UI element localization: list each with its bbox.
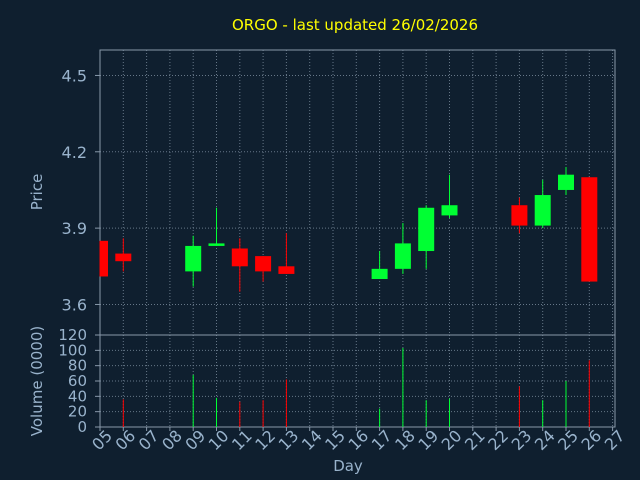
price-y-tick-label: 4.2 — [62, 143, 87, 162]
candle-body — [231, 248, 248, 267]
price-panel: 3.6 3.9 4.2 4.5 Price — [28, 49, 616, 336]
volume-y-tick-label: 80 — [68, 357, 87, 375]
x-axis-label: Day — [333, 457, 363, 475]
volume-plot-frame — [99, 334, 616, 428]
candle-body — [441, 205, 458, 216]
price-axis-label: Price — [28, 174, 46, 211]
volume-axis-label: Volume (0000) — [28, 326, 46, 436]
candle-body — [581, 177, 598, 282]
volume-y-tick-label: 40 — [68, 387, 87, 405]
candle-body — [278, 266, 295, 274]
price-plot-frame — [99, 49, 616, 336]
price-y-tick-label: 3.9 — [62, 219, 87, 238]
candle-body — [418, 207, 435, 252]
volume-bars — [122, 348, 590, 427]
candle-body — [185, 245, 202, 272]
candle-body — [255, 256, 272, 272]
volume-y-tick-label: 0 — [77, 418, 87, 436]
volume-grid — [99, 334, 615, 428]
candle-body — [394, 243, 411, 269]
volume-y-tick-label: 20 — [68, 403, 87, 421]
chart-title: ORGO - last updated 26/02/2026 — [232, 16, 478, 34]
volume-y-tick-label: 60 — [68, 372, 87, 390]
x-axis-ticks: 0506070809101112131415161718192021222324… — [88, 426, 628, 454]
x-tick-label: 27 — [601, 426, 629, 454]
candle-body — [115, 253, 132, 262]
candlesticks — [99, 167, 598, 292]
candle-body — [208, 243, 225, 246]
candle-body — [511, 205, 528, 226]
candle-body — [371, 268, 388, 280]
price-grid — [99, 50, 615, 335]
price-y-ticks: 3.6 3.9 4.2 4.5 — [62, 66, 100, 314]
price-y-tick-label: 4.5 — [62, 66, 87, 85]
candle-body — [100, 240, 108, 277]
volume-y-tick-label: 120 — [58, 326, 87, 344]
candle-body — [534, 195, 551, 226]
price-y-tick-label: 3.6 — [62, 295, 87, 314]
volume-y-tick-label: 100 — [58, 341, 87, 359]
candle-body — [558, 174, 574, 190]
